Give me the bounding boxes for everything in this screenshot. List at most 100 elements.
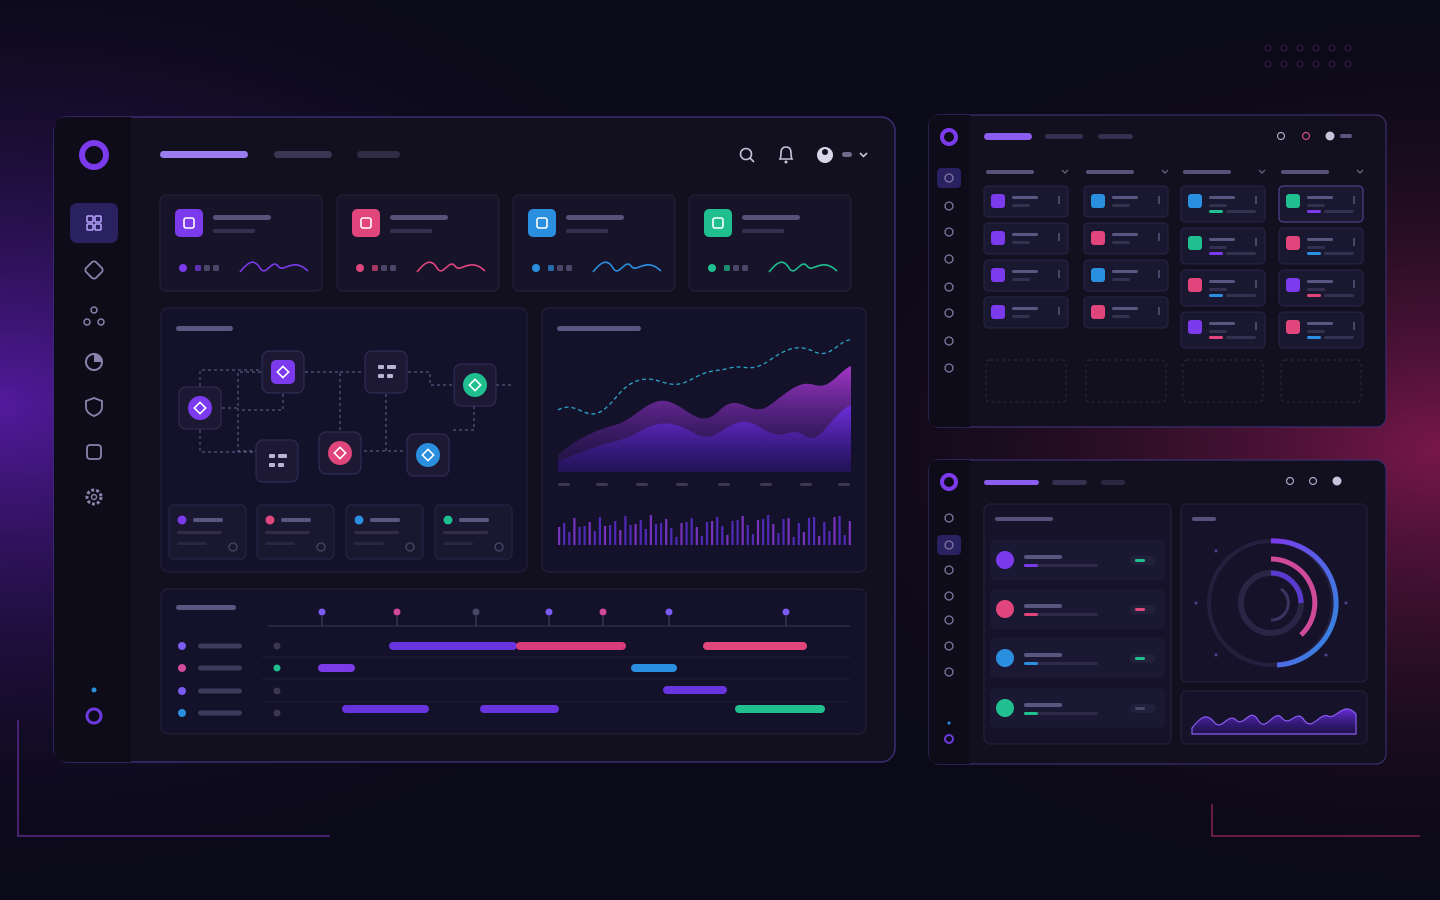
task-card[interactable] — [983, 296, 1069, 329]
sidebar-icon[interactable] — [944, 308, 954, 318]
icon-part — [94, 215, 102, 223]
nav-active[interactable] — [937, 535, 961, 555]
sidebar-icon[interactable] — [944, 540, 954, 550]
sidebar-icon[interactable] — [83, 306, 105, 326]
user-menu[interactable] — [817, 147, 868, 163]
nav-tab[interactable] — [357, 151, 400, 158]
placeholder-bar — [1324, 252, 1354, 255]
workflow-node[interactable] — [364, 350, 408, 394]
stat-card[interactable] — [159, 194, 323, 292]
sidebar-icon[interactable] — [944, 641, 954, 651]
profile-ring[interactable] — [85, 707, 103, 725]
sidebar-icon[interactable] — [85, 353, 103, 371]
profile-ring[interactable] — [944, 734, 954, 744]
sidebar-icon[interactable] — [944, 513, 954, 523]
task-card[interactable] — [1083, 222, 1169, 255]
timeline-bar[interactable] — [703, 642, 807, 650]
workflow-node[interactable] — [453, 363, 497, 407]
nav-tab-active[interactable] — [984, 480, 1039, 485]
notification-button[interactable] — [1301, 131, 1311, 141]
task-card[interactable] — [1278, 227, 1364, 265]
sidebar-icon[interactable] — [84, 260, 104, 280]
list-item[interactable] — [990, 589, 1165, 629]
sidebar-icon[interactable] — [944, 173, 954, 183]
workflow-node[interactable] — [406, 433, 450, 477]
mini-card[interactable] — [345, 504, 424, 560]
sidebar-icon[interactable] — [944, 254, 954, 264]
timeline-bar[interactable] — [480, 705, 559, 713]
card-icon — [704, 209, 732, 237]
timeline-bar[interactable] — [735, 705, 825, 713]
task-card[interactable] — [1180, 227, 1266, 265]
workflow-node[interactable] — [255, 439, 299, 483]
timeline-bar[interactable] — [663, 686, 727, 694]
sidebar-icon[interactable] — [944, 565, 954, 575]
mini-card[interactable] — [434, 504, 513, 560]
sidebar-icon[interactable] — [85, 488, 103, 506]
user-menu[interactable] — [1332, 476, 1342, 486]
activity-bar — [721, 526, 724, 545]
sidebar-icon[interactable] — [944, 667, 954, 677]
row-dot — [178, 642, 186, 650]
task-card[interactable] — [1180, 185, 1266, 223]
sidebar-icon[interactable] — [944, 282, 954, 292]
user-menu[interactable] — [1325, 131, 1335, 141]
search-button[interactable] — [1276, 131, 1286, 141]
drop-zone — [1182, 359, 1264, 403]
task-card[interactable] — [983, 222, 1069, 255]
sidebar-icon[interactable] — [86, 444, 102, 460]
placeholder-bar — [1226, 210, 1256, 213]
task-card[interactable] — [1083, 259, 1169, 292]
task-card[interactable] — [1278, 185, 1364, 223]
menu-dots — [1058, 233, 1060, 241]
task-card[interactable] — [1278, 269, 1364, 307]
sidebar-icon[interactable] — [944, 201, 954, 211]
timeline-bar[interactable] — [318, 664, 355, 672]
timeline-bar[interactable] — [631, 664, 677, 672]
sidebar-icon[interactable] — [944, 615, 954, 625]
nav-active[interactable] — [70, 203, 118, 243]
sidebar-icon[interactable] — [85, 397, 103, 417]
icon-part — [778, 146, 794, 160]
sidebar-icon[interactable] — [944, 363, 954, 373]
sidebar-icon[interactable] — [86, 215, 102, 231]
workflow-node[interactable] — [178, 386, 222, 430]
search-button[interactable] — [1285, 476, 1295, 486]
sidebar-icon[interactable] — [944, 227, 954, 237]
task-card[interactable] — [983, 259, 1069, 292]
timeline-bar[interactable] — [516, 642, 626, 650]
mini-card[interactable] — [168, 504, 247, 560]
nav-tab-active[interactable] — [984, 133, 1032, 140]
list-item[interactable] — [990, 688, 1165, 728]
sidebar-icon[interactable] — [944, 336, 954, 346]
mini-area — [1191, 708, 1357, 735]
nav-tab[interactable] — [274, 151, 332, 158]
placeholder-bar — [198, 710, 242, 716]
stat-card[interactable] — [512, 194, 676, 292]
timeline-bar[interactable] — [342, 705, 429, 713]
timeline-bar[interactable] — [389, 642, 517, 650]
menu-dots — [1353, 280, 1355, 288]
mini-card[interactable] — [256, 504, 335, 560]
milestone — [393, 608, 401, 616]
workflow-node[interactable] — [261, 350, 305, 394]
task-card[interactable] — [1083, 185, 1169, 218]
stat-card[interactable] — [336, 194, 500, 292]
nav-tab-active[interactable] — [160, 151, 248, 158]
workflow-node[interactable] — [318, 431, 362, 475]
notification-button[interactable] — [778, 146, 794, 164]
nav-active[interactable] — [937, 168, 961, 188]
list-item[interactable] — [990, 638, 1165, 678]
task-card[interactable] — [1180, 311, 1266, 349]
task-card[interactable] — [983, 185, 1069, 218]
placeholder-bar — [177, 542, 207, 545]
task-card[interactable] — [1180, 269, 1266, 307]
task-card[interactable] — [1083, 296, 1169, 329]
notification-button[interactable] — [1308, 476, 1318, 486]
task-card[interactable] — [1278, 311, 1364, 349]
node-glyph — [387, 365, 396, 369]
search-button[interactable] — [739, 147, 755, 163]
list-item[interactable] — [990, 540, 1165, 580]
stat-card[interactable] — [688, 194, 852, 292]
sidebar-icon[interactable] — [944, 591, 954, 601]
